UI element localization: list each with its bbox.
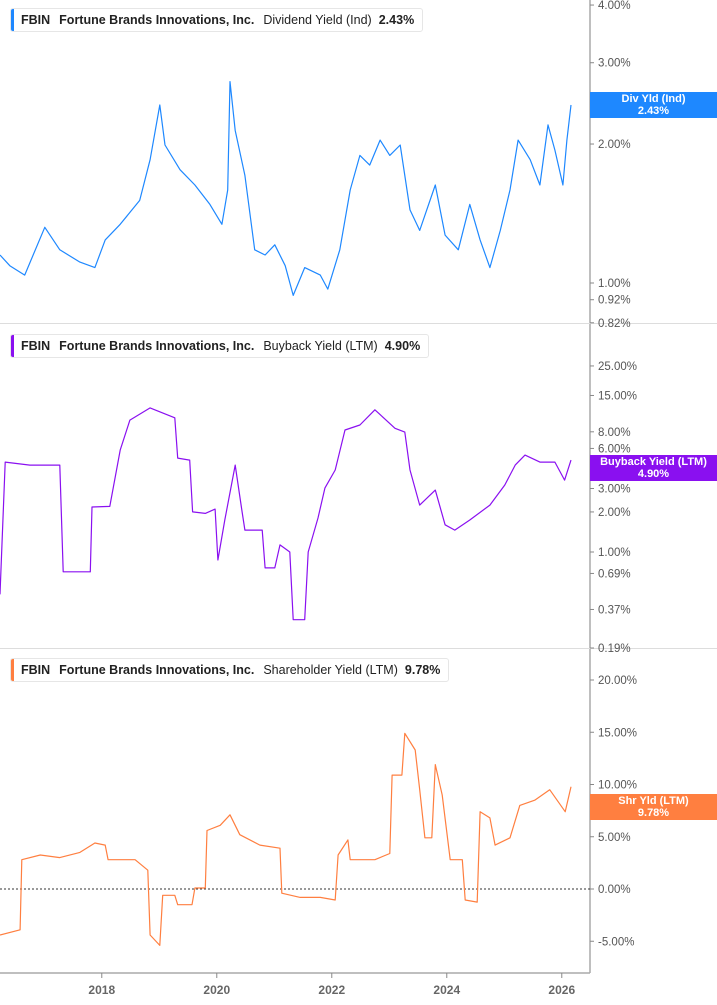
y-tick-label: 2.00% bbox=[598, 139, 631, 151]
legend-color-bar bbox=[11, 335, 14, 357]
y-tick-label: 0.82% bbox=[598, 318, 631, 330]
badge-buyback-yield: Buyback Yield (LTM) 4.90% bbox=[590, 455, 717, 481]
y-tick-label: 0.00% bbox=[598, 884, 631, 896]
x-tick-label: 2018 bbox=[88, 983, 115, 997]
legend-color-bar bbox=[11, 659, 14, 681]
legend-value: 2.43% bbox=[378, 13, 415, 27]
y-tick-label: 0.19% bbox=[598, 643, 631, 655]
y-tick-label: 0.92% bbox=[598, 295, 631, 307]
legend-company: Fortune Brands Innovations, Inc. bbox=[59, 339, 255, 353]
legend-shareholder-yield: FBIN Fortune Brands Innovations, Inc. Sh… bbox=[10, 658, 450, 682]
y-tick-label: 15.00% bbox=[598, 390, 637, 402]
y-tick-label: 5.00% bbox=[598, 832, 631, 844]
legend-value: 4.90% bbox=[384, 339, 421, 353]
legend-buyback-yield: FBIN Fortune Brands Innovations, Inc. Bu… bbox=[10, 334, 430, 358]
badge-value: 2.43% bbox=[637, 105, 670, 117]
series-line-shareholder-yield bbox=[0, 732, 572, 946]
y-tick-label: 25.00% bbox=[598, 361, 637, 373]
y-tick-label: -5.00% bbox=[598, 936, 634, 948]
y-tick-label: 15.00% bbox=[598, 727, 637, 739]
badge-label: Shr Yld (LTM) bbox=[618, 795, 689, 807]
badge-label: Div Yld (Ind) bbox=[621, 93, 686, 105]
y-tick-label: 1.00% bbox=[598, 547, 631, 559]
badge-shareholder-yield: Shr Yld (LTM) 9.78% bbox=[590, 794, 717, 820]
legend-ticker: FBIN bbox=[21, 339, 51, 353]
legend-metric: Dividend Yield (Ind) bbox=[263, 13, 372, 27]
legend-dividend-yield: FBIN Fortune Brands Innovations, Inc. Di… bbox=[10, 8, 424, 32]
x-tick-label: 2022 bbox=[318, 983, 345, 997]
badge-value: 9.78% bbox=[637, 807, 670, 819]
series-line-dividend-yield bbox=[0, 81, 572, 296]
legend-ticker: FBIN bbox=[21, 663, 51, 677]
y-tick-label: 3.00% bbox=[598, 484, 631, 496]
badge-label: Buyback Yield (LTM) bbox=[600, 456, 707, 468]
x-tick-label: 2026 bbox=[548, 983, 575, 997]
badge-value: 4.90% bbox=[637, 468, 670, 480]
y-tick-label: 20.00% bbox=[598, 675, 637, 687]
legend-ticker: FBIN bbox=[21, 13, 51, 27]
legend-color-bar bbox=[11, 9, 14, 31]
badge-dividend-yield: Div Yld (Ind) 2.43% bbox=[590, 92, 717, 118]
y-tick-label: 0.37% bbox=[598, 604, 631, 616]
legend-company: Fortune Brands Innovations, Inc. bbox=[59, 13, 255, 27]
x-tick-label: 2024 bbox=[433, 983, 460, 997]
y-tick-label: 1.00% bbox=[598, 278, 631, 290]
y-tick-label: 8.00% bbox=[598, 427, 631, 439]
series-line-buyback-yield bbox=[0, 407, 572, 621]
y-tick-label: 4.00% bbox=[598, 0, 631, 12]
y-tick-label: 2.00% bbox=[598, 507, 631, 519]
x-tick-label: 2020 bbox=[203, 983, 230, 997]
legend-company: Fortune Brands Innovations, Inc. bbox=[59, 663, 255, 677]
y-tick-label: 6.00% bbox=[598, 443, 631, 455]
y-tick-label: 3.00% bbox=[598, 58, 631, 70]
legend-metric: Buyback Yield (LTM) bbox=[263, 339, 378, 353]
y-tick-label: 0.69% bbox=[598, 568, 631, 580]
legend-metric: Shareholder Yield (LTM) bbox=[263, 663, 398, 677]
legend-value: 9.78% bbox=[404, 663, 441, 677]
y-tick-label: 10.00% bbox=[598, 780, 637, 792]
